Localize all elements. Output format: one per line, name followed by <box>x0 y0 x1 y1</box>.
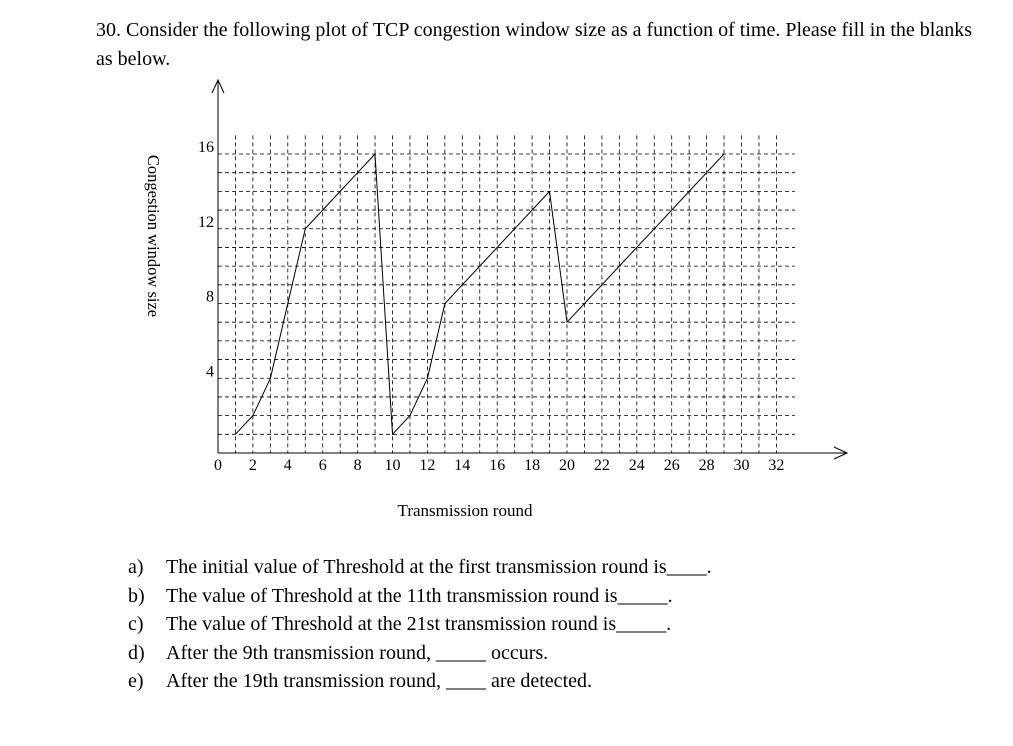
question-item: a) The initial value of Threshold at the … <box>128 553 712 582</box>
x-tick-label: 28 <box>699 457 715 474</box>
question-item: c) The value of Threshold at the 21st tra… <box>128 610 712 639</box>
y-axis-arrow <box>211 78 225 94</box>
x-tick-label: 10 <box>385 457 401 474</box>
question-item: e) After the 19th transmission round, ___… <box>128 667 712 696</box>
question-text: The value of Threshold at the 11th trans… <box>166 584 673 607</box>
x-tick-label: 14 <box>454 457 470 474</box>
x-tick-label: 12 <box>419 457 435 474</box>
y-axis-label: Congestion window size <box>144 154 163 318</box>
x-tick-label: 32 <box>768 457 784 474</box>
question-letter: a) <box>128 556 144 578</box>
x-axis-label: Transmission round <box>397 501 533 520</box>
x-tick-label: 2 <box>249 457 257 474</box>
question-intro: 30. Consider the following plot of TCP c… <box>96 19 972 70</box>
chart-series <box>235 152 725 436</box>
question-letter: b) <box>128 584 145 607</box>
question-item: b) The value of Threshold at the 11th tra… <box>128 582 712 611</box>
y-tick-label: 12 <box>198 214 214 231</box>
y-tick-label: 8 <box>206 289 214 306</box>
x-axis-arrow <box>833 446 849 460</box>
question-letter: e) <box>128 670 144 692</box>
question-letter: c) <box>128 613 144 635</box>
x-tick-label: 8 <box>354 457 362 474</box>
y-tick-label: 16 <box>198 139 214 156</box>
x-tick-label: 24 <box>629 457 645 474</box>
chart-grid <box>218 135 795 453</box>
question-text: The value of Threshold at the 21st trans… <box>166 613 672 635</box>
question-item: d) After the 9th transmission round, ____… <box>128 639 712 668</box>
series-line <box>235 152 725 436</box>
question-text: After the 19th transmission round, ____ … <box>166 670 592 692</box>
question-letter: d) <box>128 641 145 664</box>
x-tick-label: 4 <box>284 457 292 474</box>
question-list: a) The initial value of Threshold at the … <box>128 553 712 696</box>
y-tick-label: 4 <box>206 363 214 380</box>
x-tick-label: 20 <box>559 457 575 474</box>
chart-axes <box>211 78 849 460</box>
question-text: After the 9th transmission round, _____ … <box>166 641 549 664</box>
x-tick-label: 0 <box>214 457 222 474</box>
question-text: The initial value of Threshold at the fi… <box>166 556 712 578</box>
x-tick-label: 30 <box>734 457 750 474</box>
x-tick-label: 16 <box>489 457 505 474</box>
x-tick-label: 26 <box>664 457 680 474</box>
x-tick-label: 6 <box>319 457 327 474</box>
x-tick-label: 18 <box>524 457 540 474</box>
x-tick-label: 22 <box>594 457 610 474</box>
